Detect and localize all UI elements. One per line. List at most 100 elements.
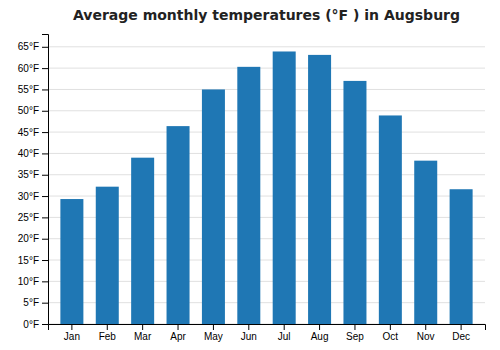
- y-tick-mark: [42, 217, 48, 218]
- chart: Jan Feb Mar Apr May Jun Jul Aug Sep Oct Nov Dec 0°F 5…: [0, 0, 500, 350]
- bar: [202, 89, 225, 324]
- x-tick-label: Dec: [452, 331, 470, 342]
- x-tick: Oct: [383, 324, 399, 342]
- y-tick-label: 40°F: [18, 148, 39, 159]
- x-tick-label: Nov: [417, 331, 435, 342]
- bar: [167, 126, 190, 324]
- x-tick-mark: [390, 324, 391, 330]
- y-tick: 20°F: [18, 233, 48, 244]
- x-tick: Nov: [417, 324, 435, 342]
- x-tick-mark: [71, 324, 72, 330]
- x-tick-mark: [354, 324, 355, 330]
- y-tick-mark: [42, 281, 48, 282]
- y-axis: 0°F 5°F 10°F 15°F 20°F 25°F 30°F 35°F 40°F 45°F 50…: [18, 35, 49, 330]
- y-tick: 5°F: [23, 297, 48, 308]
- y-tick-mark: [42, 260, 48, 261]
- y-tick-mark: [42, 132, 48, 133]
- y-tick: 35°F: [18, 169, 48, 180]
- x-tick-mark: [284, 324, 285, 330]
- y-tick: 40°F: [18, 148, 48, 159]
- y-tick-mark: [42, 68, 48, 69]
- x-axis-line: [49, 325, 486, 331]
- bar: [379, 115, 402, 324]
- x-tick-label: Aug: [311, 331, 329, 342]
- y-tick-mark: [42, 47, 48, 48]
- x-tick: Mar: [134, 324, 152, 342]
- grid-line: [48, 132, 485, 133]
- x-tick-label: Oct: [383, 331, 399, 342]
- y-tick-label: 45°F: [18, 127, 39, 138]
- y-tick-mark: [42, 196, 48, 197]
- bar: [450, 189, 473, 324]
- x-tick: Jan: [64, 324, 80, 342]
- y-tick-label: 5°F: [23, 297, 39, 308]
- y-tick: 60°F: [18, 63, 48, 74]
- y-tick-label: 60°F: [18, 63, 39, 74]
- y-tick-mark: [42, 153, 48, 154]
- y-axis-line: [42, 35, 49, 325]
- y-tick-label: 55°F: [18, 84, 39, 95]
- bars: [60, 51, 472, 324]
- y-tick: 15°F: [18, 255, 48, 266]
- bar: [308, 55, 331, 324]
- y-tick: 0°F: [23, 319, 48, 330]
- bar: [237, 67, 260, 324]
- y-tick-mark: [42, 111, 48, 112]
- y-tick-label: 65°F: [18, 41, 39, 52]
- bar: [343, 81, 366, 324]
- x-tick: Jul: [278, 324, 291, 342]
- y-tick-mark: [42, 89, 48, 90]
- x-tick: Apr: [170, 324, 186, 342]
- plot: Jan Feb Mar Apr May Jun Jul Aug Sep Oct Nov Dec 0°F 5…: [18, 35, 486, 343]
- x-tick-label: Jul: [278, 331, 291, 342]
- grid-line: [48, 153, 485, 154]
- y-tick-label: 0°F: [23, 319, 39, 330]
- x-tick-label: May: [204, 331, 223, 342]
- x-tick-mark: [107, 324, 108, 330]
- y-tick-mark: [42, 324, 48, 325]
- x-tick-mark: [248, 324, 249, 330]
- bar: [96, 187, 119, 324]
- bar: [414, 161, 437, 324]
- x-tick-label: Jan: [64, 331, 80, 342]
- x-tick-label: Jun: [241, 331, 257, 342]
- y-tick: 65°F: [18, 41, 48, 52]
- x-axis: Jan Feb Mar Apr May Jun Jul Aug Sep Oct Nov Dec: [49, 324, 486, 342]
- y-tick: 30°F: [18, 191, 48, 202]
- x-tick: Aug: [311, 324, 329, 342]
- bar: [131, 158, 154, 324]
- grid-line: [48, 46, 485, 47]
- y-tick-label: 15°F: [18, 255, 39, 266]
- grid-line: [48, 89, 485, 90]
- y-tick-label: 35°F: [18, 169, 39, 180]
- y-tick-label: 50°F: [18, 105, 39, 116]
- grid-line: [48, 68, 485, 69]
- y-tick-label: 10°F: [18, 276, 39, 287]
- x-tick-label: Mar: [134, 331, 152, 342]
- y-tick: 10°F: [18, 276, 48, 287]
- bar: [273, 51, 296, 324]
- bar: [60, 199, 83, 324]
- title: Average monthly temperatures (°F ) in Au…: [73, 7, 460, 23]
- x-tick-mark: [425, 324, 426, 330]
- grid: [48, 47, 485, 324]
- x-tick-mark: [178, 324, 179, 330]
- y-tick: 50°F: [18, 105, 48, 116]
- x-tick-mark: [319, 324, 320, 330]
- y-tick: 55°F: [18, 84, 48, 95]
- x-tick-label: Sep: [346, 331, 364, 342]
- x-tick: Feb: [99, 324, 117, 342]
- y-tick-mark: [42, 239, 48, 240]
- y-tick: 25°F: [18, 212, 48, 223]
- x-tick: Sep: [346, 324, 364, 342]
- x-tick: Dec: [452, 324, 470, 342]
- x-tick-mark: [461, 324, 462, 330]
- grid-line: [48, 110, 485, 111]
- y-tick-label: 20°F: [18, 233, 39, 244]
- x-tick: Jun: [241, 324, 257, 342]
- x-tick: May: [204, 324, 223, 342]
- y-tick-label: 30°F: [18, 191, 39, 202]
- y-tick: 45°F: [18, 127, 48, 138]
- y-tick-mark: [42, 175, 48, 176]
- x-tick-label: Apr: [170, 331, 186, 342]
